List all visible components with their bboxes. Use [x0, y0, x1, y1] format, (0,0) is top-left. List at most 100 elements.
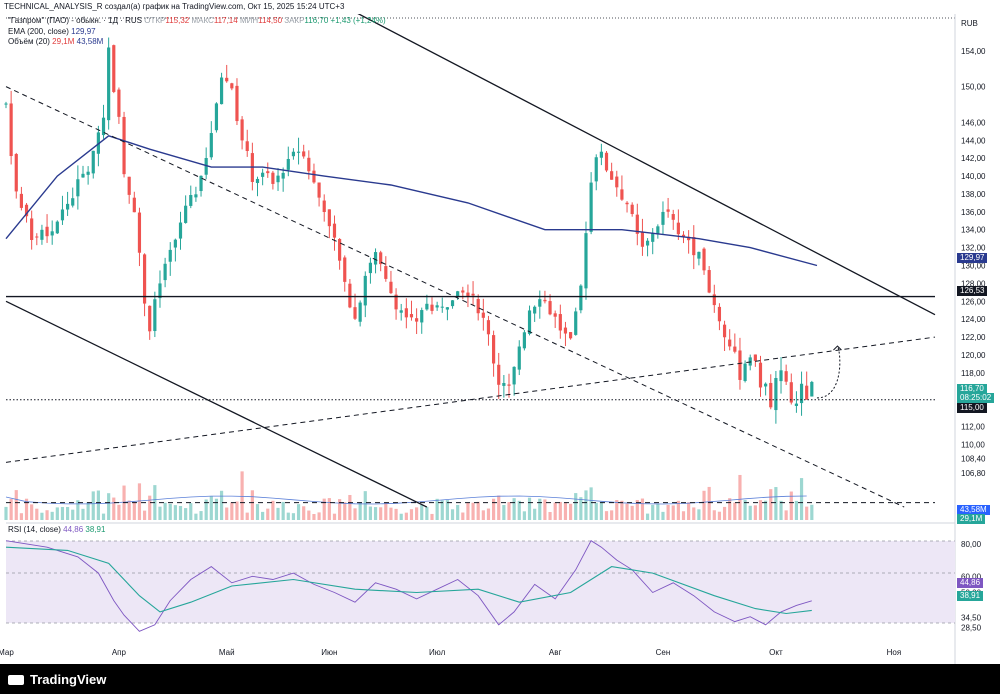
rsi-label: RSI (14, close)	[8, 525, 61, 534]
volume-bar	[774, 487, 778, 520]
candle-body	[445, 307, 449, 310]
volume-bar	[717, 511, 722, 520]
rsi-tick-label: 28,50	[961, 623, 982, 632]
candle-body	[158, 283, 162, 299]
candle-body	[122, 116, 126, 175]
lower-channel-line	[5, 300, 428, 508]
price-tick-label: 150,00	[961, 83, 986, 92]
volume-bar	[4, 506, 8, 520]
volume-bar	[743, 500, 747, 520]
volume-bar	[35, 508, 39, 520]
candle-body	[681, 234, 686, 237]
candle-body	[579, 285, 583, 311]
volume-bar	[563, 502, 568, 520]
volume-bar	[399, 513, 403, 520]
candle-body	[4, 103, 8, 105]
volume-bar	[574, 493, 578, 520]
candle-body	[440, 306, 444, 308]
candle-body	[764, 383, 768, 387]
volume-bar	[132, 501, 136, 520]
candle-body	[86, 171, 90, 175]
volume-bar	[497, 495, 501, 520]
candle-body	[527, 310, 532, 334]
candle-body	[127, 176, 131, 195]
candle-body	[620, 189, 624, 200]
volume-bar	[281, 501, 285, 520]
candle-body	[307, 157, 311, 172]
candle-body	[76, 179, 80, 197]
symbol-name: "Газпром" (ПАО) - обыкн. · 1Д · RUS	[8, 16, 143, 25]
volume-bar	[687, 502, 691, 520]
candle-body	[630, 204, 634, 215]
candle-body	[373, 252, 378, 265]
volume-bar	[681, 511, 686, 520]
candle-body	[758, 362, 763, 388]
candle-body	[533, 306, 537, 314]
candle-body	[81, 173, 85, 178]
volume-bar	[276, 507, 280, 520]
ema-legend[interactable]: EMA (200, close) 129,97	[8, 27, 96, 36]
candle-body	[245, 141, 249, 152]
volume-bar	[219, 490, 224, 520]
candle-body	[810, 381, 814, 397]
candle-body	[471, 293, 475, 296]
candle-body	[30, 218, 34, 240]
price-tick-label: 118,00	[961, 369, 985, 378]
candle-body	[353, 307, 357, 319]
volume-bar	[91, 491, 95, 520]
candle-body	[702, 248, 706, 271]
candle-body	[71, 198, 75, 206]
volume-bar	[312, 513, 316, 520]
volume-bar	[214, 498, 219, 520]
tradingview-icon	[8, 675, 24, 685]
candle-body	[240, 119, 244, 141]
volume-bar	[291, 513, 296, 520]
candle-body	[645, 240, 650, 246]
candle-body	[548, 301, 552, 315]
volume-bar	[450, 509, 455, 520]
candle-body	[338, 238, 342, 261]
volume-bar	[615, 500, 619, 520]
tradingview-logo[interactable]: TradingView	[8, 672, 106, 687]
volume-label: Объём (20)	[8, 37, 50, 46]
volume-bar	[332, 513, 337, 520]
volume-bar	[353, 508, 357, 520]
candle-body	[553, 313, 557, 317]
candle-body	[450, 300, 455, 307]
volume-legend[interactable]: Объём (20) 29,1M 43,58M	[8, 37, 103, 46]
candle-body	[101, 117, 106, 136]
volume-bar	[799, 478, 804, 520]
symbol-legend[interactable]: "Газпром" (ПАО) - обыкн. · 1Д · RUS ОТКР…	[8, 16, 386, 25]
volume-bar	[676, 500, 680, 520]
month-tick-label: Апр	[112, 648, 127, 657]
candle-body	[615, 176, 619, 188]
candle-body	[486, 320, 491, 335]
rsi-legend[interactable]: RSI (14, close) 44,86 38,91	[8, 525, 105, 534]
volume-bar	[96, 490, 100, 520]
rsi-value: 44,86	[63, 525, 84, 534]
candle-body	[255, 178, 260, 184]
volume-value: 29,1M	[52, 37, 75, 46]
rsi-ma-badge: 38,91	[957, 591, 984, 601]
ema-value: 129,97	[71, 27, 96, 36]
candle-body	[563, 327, 568, 334]
candle-body	[733, 346, 737, 352]
candle-body	[112, 45, 116, 92]
candle-body	[142, 254, 147, 304]
volume-bar	[55, 507, 59, 520]
volume-bar	[430, 513, 434, 520]
candle-body	[50, 231, 54, 236]
candle-body	[60, 209, 65, 221]
volume-bars	[4, 471, 814, 520]
volume-bar	[101, 513, 106, 520]
volume-bar	[404, 512, 408, 520]
volume-bar	[533, 508, 537, 520]
candle-body	[692, 237, 696, 256]
chart-area[interactable]: 154,00 150,00 146,00 144,00 142,00 140,00 138,…	[0, 14, 1000, 664]
candle-body	[584, 233, 588, 289]
month-tick-label: Авг	[549, 648, 562, 657]
volume-bar	[517, 500, 521, 520]
volume-bar	[456, 504, 460, 520]
candle-body	[594, 157, 598, 182]
volume-bar	[117, 504, 121, 520]
